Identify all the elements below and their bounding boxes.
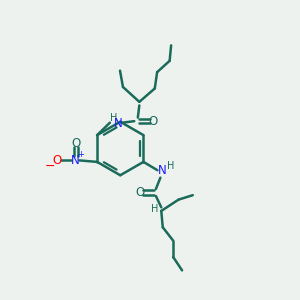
Text: H: H <box>110 113 117 123</box>
Text: N: N <box>158 164 166 177</box>
Text: O: O <box>53 154 62 167</box>
Text: H: H <box>167 161 175 171</box>
Text: −: − <box>45 160 55 173</box>
Text: H: H <box>151 204 158 214</box>
Text: O: O <box>71 137 80 150</box>
Text: O: O <box>135 186 144 199</box>
Text: N: N <box>114 117 123 130</box>
Text: +: + <box>77 150 84 159</box>
Text: N: N <box>71 154 80 167</box>
Text: O: O <box>149 115 158 128</box>
